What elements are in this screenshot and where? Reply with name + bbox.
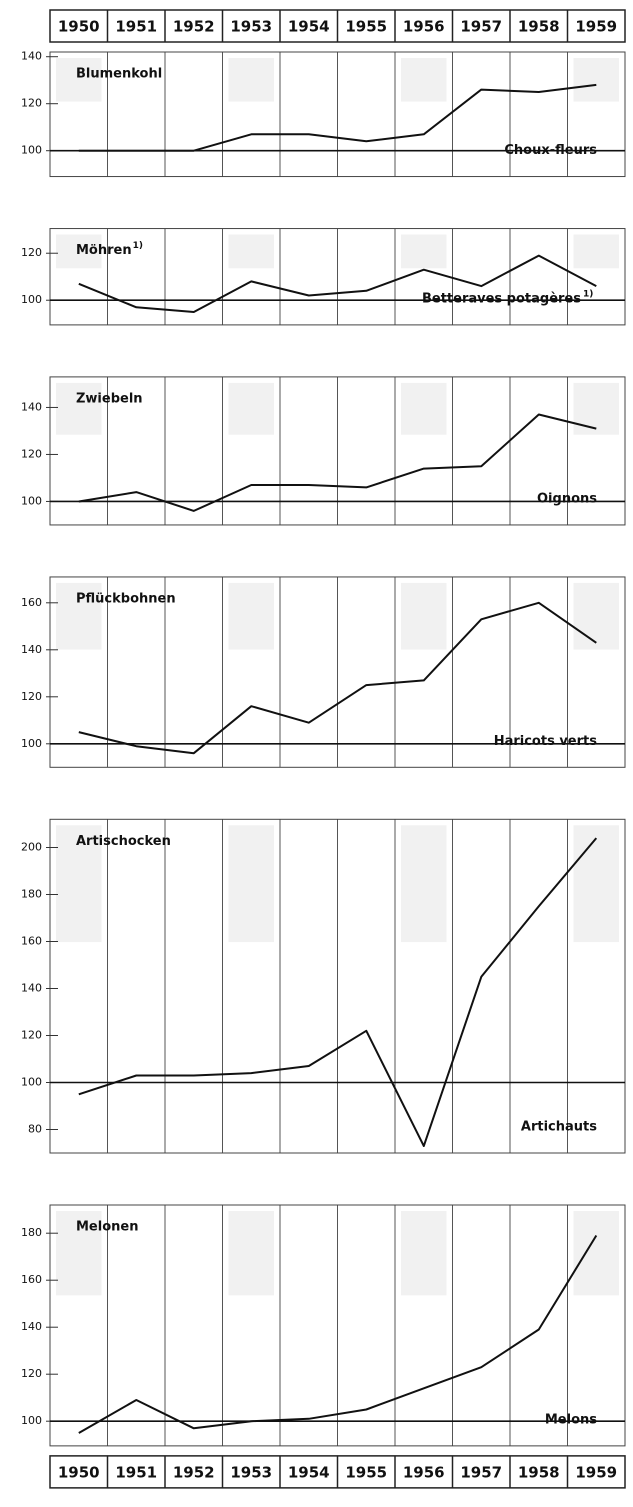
- shade: [401, 825, 447, 943]
- year-label: 1959: [575, 18, 617, 36]
- year-label: 1956: [403, 18, 445, 36]
- shade: [228, 1211, 274, 1296]
- y-tick-label: 120: [21, 690, 42, 703]
- shade: [56, 234, 102, 269]
- shade: [228, 234, 274, 269]
- shade: [401, 582, 447, 650]
- title-de: Artischocken: [76, 834, 171, 849]
- y-tick-label: 140: [21, 400, 42, 413]
- data-line: [78, 1234, 598, 1434]
- y-tick-label: 160: [21, 1273, 42, 1286]
- panel-frame: [49, 576, 626, 768]
- panel-frame: [49, 228, 626, 326]
- y-tick-label: 100: [21, 1076, 42, 1089]
- data-line: [78, 254, 597, 313]
- y-tick-label: 140: [21, 50, 42, 63]
- title-de: Möhren: [76, 243, 132, 258]
- panel-frame: [49, 376, 626, 526]
- shade: [228, 825, 274, 943]
- data-line: [78, 83, 597, 152]
- y-tick-label: 100: [21, 494, 42, 507]
- y-tick-label: 180: [21, 1226, 42, 1239]
- year-label: 1950: [58, 1463, 100, 1481]
- year-label: 1959: [575, 1463, 617, 1481]
- shade: [228, 58, 274, 102]
- y-tick-label: 120: [21, 1029, 42, 1042]
- title-de: Blumenkohl: [76, 67, 162, 82]
- shade: [401, 382, 447, 435]
- shade: [56, 582, 102, 650]
- shade: [56, 825, 102, 943]
- y-tick-label: 100: [21, 144, 42, 157]
- shade: [401, 234, 447, 269]
- year-label: 1952: [173, 18, 215, 36]
- y-tick-label: 120: [21, 246, 42, 259]
- shade: [573, 582, 619, 650]
- year-label: 1955: [345, 1463, 387, 1481]
- shade: [56, 1211, 102, 1296]
- y-tick-label: 200: [21, 841, 42, 854]
- title-note: 1): [133, 241, 143, 251]
- shade: [573, 825, 619, 943]
- y-tick-label: 160: [21, 596, 42, 609]
- shade: [56, 382, 102, 435]
- y-tick-label: 180: [21, 888, 42, 901]
- subtitle-note: 1): [583, 289, 593, 299]
- y-tick-label: 100: [21, 1414, 42, 1427]
- y-tick-label: 100: [21, 293, 42, 306]
- year-label: 1950: [58, 18, 100, 36]
- year-label: 1956: [403, 1463, 445, 1481]
- subtitle-fr: Artichauts: [521, 1120, 597, 1135]
- year-label: 1953: [230, 18, 272, 36]
- title-de: Zwiebeln: [76, 391, 143, 406]
- year-label: 1958: [518, 1463, 560, 1481]
- shade: [401, 1211, 447, 1296]
- subtitle-fr: Oignons: [537, 491, 597, 506]
- panel-frame: [49, 1204, 626, 1447]
- shade: [56, 58, 102, 102]
- data-line: [78, 413, 597, 512]
- title-de: Pflückbohnen: [76, 591, 176, 606]
- shade: [228, 582, 274, 650]
- year-label: 1951: [115, 18, 157, 36]
- data-line: [78, 601, 597, 755]
- shade: [573, 234, 619, 269]
- y-tick-label: 120: [21, 447, 42, 460]
- year-label: 1957: [460, 1463, 502, 1481]
- subtitle-fr: Betteraves potagères: [422, 291, 581, 306]
- panel-frame: [49, 818, 626, 1154]
- title-de: Melonen: [76, 1220, 138, 1235]
- year-label: 1955: [345, 18, 387, 36]
- shade: [573, 382, 619, 435]
- data-line: [78, 837, 598, 1147]
- year-label: 1953: [230, 1463, 272, 1481]
- subtitle-fr: Choux-fleurs: [504, 143, 597, 158]
- subtitle-fr: Haricots verts: [494, 734, 598, 749]
- year-label: 1951: [115, 1463, 157, 1481]
- year-label: 1954: [288, 18, 330, 36]
- shade: [228, 382, 274, 435]
- y-tick-label: 160: [21, 935, 42, 948]
- shade: [401, 58, 447, 102]
- year-label: 1952: [173, 1463, 215, 1481]
- shade: [573, 58, 619, 102]
- year-label: 1957: [460, 18, 502, 36]
- y-tick-label: 140: [21, 643, 42, 656]
- year-label: 1954: [288, 1463, 330, 1481]
- y-tick-label: 140: [21, 982, 42, 995]
- y-tick-label: 120: [21, 1367, 42, 1380]
- shade: [573, 1211, 619, 1296]
- subtitle-fr: Melons: [545, 1412, 597, 1427]
- y-tick-label: 140: [21, 1320, 42, 1333]
- y-tick-label: 80: [28, 1123, 42, 1136]
- y-tick-label: 100: [21, 737, 42, 750]
- panel-frame: [49, 51, 626, 178]
- year-label: 1958: [518, 18, 560, 36]
- y-tick-label: 120: [21, 97, 42, 110]
